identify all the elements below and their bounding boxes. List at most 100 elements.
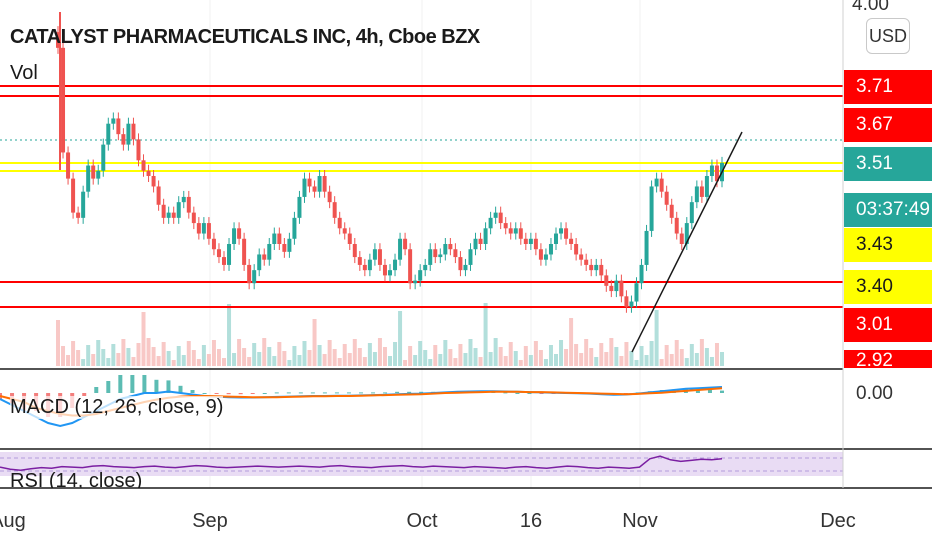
volume-bar xyxy=(448,349,453,366)
volume-label: Vol xyxy=(10,62,38,84)
price-tag: 3.67 xyxy=(844,108,932,142)
candle-body xyxy=(408,249,413,284)
volume-bar xyxy=(252,343,257,366)
candle-body xyxy=(337,217,342,229)
candle-body xyxy=(91,165,96,179)
volume-bar xyxy=(272,356,277,366)
macd-histogram-bar xyxy=(720,390,724,393)
macd-histogram-bar xyxy=(346,392,351,394)
volume-bar xyxy=(488,352,493,366)
candle-body xyxy=(287,238,292,252)
volume-bar xyxy=(191,350,196,366)
price-tag: 3.40 xyxy=(844,270,932,304)
candle-body xyxy=(428,249,433,265)
volume-bar xyxy=(619,356,624,366)
volume-bar xyxy=(262,338,267,366)
volume-bar xyxy=(71,341,76,366)
macd-histogram-bar xyxy=(503,392,508,394)
volume-bar xyxy=(181,355,186,366)
macd-histogram-bar xyxy=(82,393,87,396)
candle-body xyxy=(483,228,488,244)
volume-bar xyxy=(161,342,166,366)
candle-body xyxy=(66,152,71,179)
candle-body xyxy=(352,244,357,258)
candle-body xyxy=(191,212,196,224)
candle-body xyxy=(564,228,569,239)
candle-body xyxy=(543,254,548,260)
volume-bar xyxy=(659,359,664,366)
volume-bar xyxy=(362,357,367,366)
volume-bar xyxy=(106,358,111,366)
volume-bar xyxy=(282,351,287,366)
x-tick-aug: Aug xyxy=(0,510,26,532)
volume-bar xyxy=(377,338,382,366)
volume-bar xyxy=(674,340,679,366)
volume-bar xyxy=(709,357,714,366)
candle-body xyxy=(372,249,377,260)
candle-body xyxy=(694,186,699,203)
volume-bar xyxy=(639,346,644,366)
volume-bar xyxy=(689,344,694,366)
volume-bar xyxy=(644,355,649,366)
macd-histogram-bar xyxy=(130,375,135,393)
volume-bar xyxy=(508,342,513,366)
macd-histogram-bar xyxy=(274,392,279,394)
volume-bar xyxy=(176,346,181,366)
volume-bar xyxy=(61,346,66,366)
volume-bar xyxy=(609,338,614,366)
x-tick-16: 16 xyxy=(519,510,543,532)
macd-histogram-bar xyxy=(527,393,532,394)
volume-bar xyxy=(614,347,619,366)
candle-body xyxy=(559,228,564,234)
candle-body xyxy=(312,186,317,192)
candle-body xyxy=(584,259,589,265)
volume-bar xyxy=(704,348,709,366)
candle-body xyxy=(237,228,242,239)
candle-body xyxy=(523,238,528,244)
candle-body xyxy=(589,264,594,271)
macd-label[interactable]: MACD (12, 26, close, 9) xyxy=(10,396,224,419)
volume-bar xyxy=(347,353,352,366)
candle-body xyxy=(377,249,382,265)
candle-body xyxy=(699,186,704,197)
candle-body xyxy=(267,244,272,260)
volume-bar xyxy=(307,350,312,366)
macd-histogram-bar xyxy=(106,381,111,393)
candle-body xyxy=(654,178,659,187)
volume-bar xyxy=(720,352,724,366)
volume-bar xyxy=(649,341,654,366)
macd-histogram-bar xyxy=(286,392,291,394)
candle-body xyxy=(624,296,629,307)
candle-body xyxy=(101,144,106,171)
candle-body xyxy=(478,238,483,244)
price-tag: 3.51 xyxy=(844,147,932,181)
volume-bar xyxy=(337,358,342,366)
volume-bar xyxy=(317,345,322,366)
volume-bar xyxy=(694,353,699,366)
rsi-band xyxy=(0,452,843,476)
candle-body xyxy=(106,123,111,145)
volume-bar xyxy=(528,355,533,366)
candle-body xyxy=(151,176,156,187)
candle-body xyxy=(473,238,478,250)
rsi-label[interactable]: RSI (14, close) xyxy=(10,470,143,488)
volume-bar xyxy=(388,356,392,366)
candle-body xyxy=(398,238,403,260)
volume-bar xyxy=(604,352,609,366)
currency-button[interactable]: USD xyxy=(866,18,910,54)
volume-bar xyxy=(151,347,156,366)
candle-body xyxy=(176,202,181,218)
volume-bar xyxy=(579,353,584,366)
volume-bar xyxy=(584,339,589,366)
volume-bar xyxy=(554,354,558,366)
candle-body xyxy=(538,249,543,260)
volume-bar xyxy=(141,312,146,366)
volume-bar xyxy=(201,345,206,366)
candle-body xyxy=(644,230,649,265)
candle-body xyxy=(257,254,262,271)
price-tag: 3.01 xyxy=(844,308,932,342)
volume-bar xyxy=(699,339,704,366)
volume-bar xyxy=(393,342,398,366)
volume-bar xyxy=(66,355,71,366)
